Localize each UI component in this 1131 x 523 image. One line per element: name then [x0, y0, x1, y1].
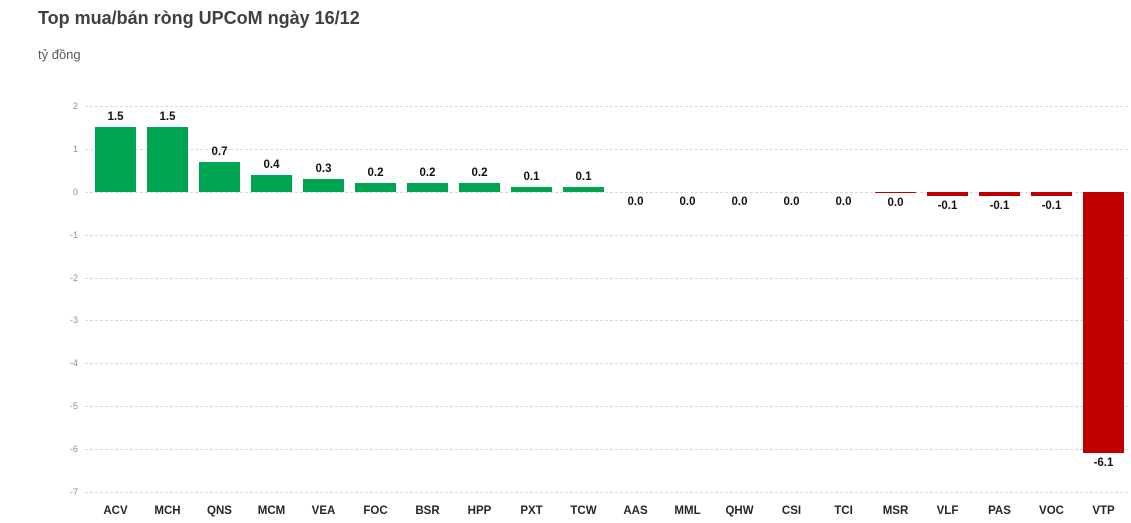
y-tick-label: -4 — [69, 358, 78, 369]
y-tick-label: 1 — [72, 143, 78, 154]
bar-pas — [979, 191, 1020, 197]
x-axis-label-bsr: BSR — [415, 505, 440, 517]
x-axis-label-qns: QNS — [207, 505, 232, 517]
bar-value-label-qns: 0.7 — [211, 145, 228, 158]
bar-qns — [199, 161, 240, 192]
bar-pxt — [511, 187, 552, 192]
bar-hpp — [459, 183, 500, 192]
bar-vea — [303, 178, 344, 192]
x-axis-label-mml: MML — [674, 505, 701, 517]
bar-acv — [95, 127, 136, 192]
x-axis-label-hpp: HPP — [467, 505, 492, 517]
y-tick-label: -5 — [69, 401, 78, 412]
x-axis-label-csi: CSI — [781, 505, 802, 517]
bar-value-label-tcw: 0.1 — [575, 171, 592, 184]
bar-mch — [147, 127, 188, 192]
bar-tcw — [563, 187, 604, 192]
gridline — [85, 234, 1128, 236]
bar-value-label-vea: 0.3 — [315, 162, 332, 175]
gridline — [85, 148, 1128, 150]
x-axis-label-voc: VOC — [1039, 505, 1064, 517]
bar-vlf — [927, 191, 968, 197]
bar-value-label-mml: 0.0 — [679, 195, 696, 208]
bar-voc — [1031, 191, 1072, 197]
bar-value-label-mcm: 0.4 — [263, 158, 280, 171]
gridline — [85, 191, 1128, 193]
x-axis-label-pxt: PXT — [520, 505, 543, 517]
y-tick-label: -2 — [69, 272, 78, 283]
bar-foc — [355, 183, 396, 192]
gridline — [85, 406, 1128, 408]
bar-value-label-foc: 0.2 — [367, 167, 384, 180]
bar-vtp — [1083, 191, 1124, 454]
bar-value-label-msr: 0.0 — [887, 197, 904, 210]
x-axis-label-vlf: VLF — [936, 505, 959, 517]
gridline — [85, 106, 1128, 107]
x-axis-label-mcm: MCM — [257, 505, 286, 517]
bar-value-label-csi: 0.0 — [783, 195, 800, 208]
bar-value-label-vlf: -0.1 — [937, 200, 958, 213]
bar-value-label-aas: 0.0 — [627, 195, 644, 208]
y-tick-label: -7 — [69, 487, 78, 497]
x-axis-label-mch: MCH — [154, 505, 181, 517]
x-axis-label-tcw: TCW — [570, 505, 597, 517]
y-tick-label: -3 — [69, 315, 78, 326]
y-tick-label: 2 — [72, 101, 78, 111]
chart-unit-label: tỷ đồng — [38, 47, 81, 62]
gridline — [85, 277, 1128, 279]
bar-bsr — [407, 183, 448, 192]
bar-value-label-acv: 1.5 — [107, 111, 124, 124]
chart-title: Top mua/bán ròng UPCoM ngày 16/12 — [38, 8, 360, 28]
x-axis-label-vea: VEA — [311, 505, 336, 517]
bar-value-label-pxt: 0.1 — [523, 171, 540, 184]
gridline — [85, 320, 1128, 322]
x-axis-label-tci: TCI — [834, 505, 853, 517]
y-tick-label: 0 — [72, 186, 78, 197]
x-axis-label-msr: MSR — [882, 505, 909, 517]
x-axis-label-qhw: QHW — [725, 505, 754, 517]
bar-value-label-bsr: 0.2 — [419, 167, 436, 180]
bar-value-label-tci: 0.0 — [835, 195, 852, 208]
bar-value-label-qhw: 0.0 — [731, 195, 748, 208]
gridline — [85, 449, 1128, 451]
y-tick-label: -6 — [69, 444, 78, 455]
x-axis-label-aas: AAS — [623, 505, 648, 517]
x-axis-label-foc: FOC — [363, 505, 388, 517]
bar-msr — [875, 191, 916, 194]
bar-value-label-voc: -0.1 — [1041, 200, 1062, 213]
gridline — [85, 363, 1128, 365]
bar-value-label-mch: 1.5 — [159, 111, 176, 124]
x-axis-label-acv: ACV — [103, 505, 128, 517]
gridline — [85, 492, 1128, 493]
bar-value-label-pas: -0.1 — [989, 200, 1010, 213]
x-axis-label-vtp: VTP — [1092, 505, 1115, 517]
bar-value-label-vtp: -6.1 — [1093, 457, 1114, 470]
bar-value-label-hpp: 0.2 — [471, 167, 488, 180]
y-tick-label: -1 — [69, 229, 78, 240]
x-axis-label-pas: PAS — [988, 505, 1011, 517]
bar-mcm — [251, 174, 292, 192]
